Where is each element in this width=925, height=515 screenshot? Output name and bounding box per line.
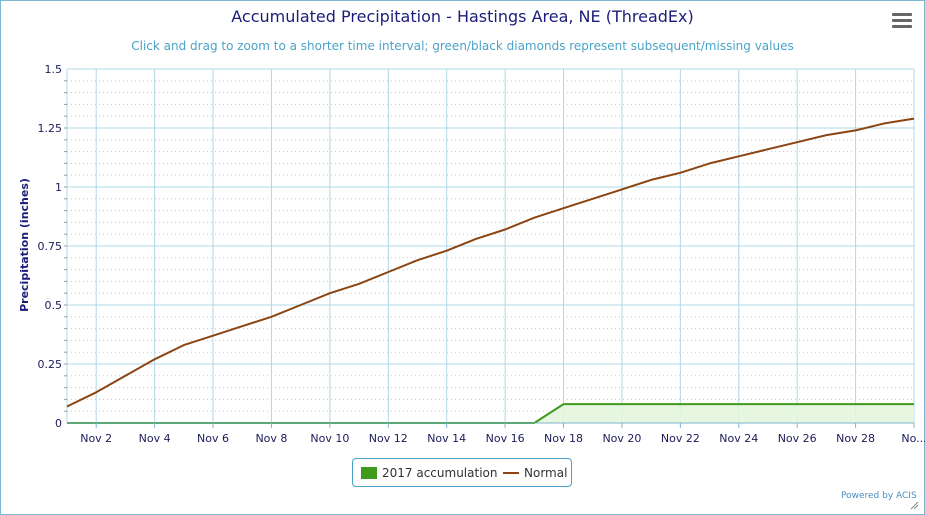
y-tick-label: 1.5 (45, 63, 63, 76)
series-area-2017-accumulation (67, 404, 914, 423)
legend-item-2017-accumulation[interactable]: 2017 accumulation (361, 465, 497, 481)
y-tick-label: 1.25 (38, 122, 63, 135)
x-tick-label: Nov 26 (778, 432, 817, 445)
x-tick-label: Nov 8 (255, 432, 287, 445)
y-tick-label: 0.5 (45, 299, 63, 312)
legend-label-2017: 2017 accumulation (382, 466, 498, 480)
legend: 2017 accumulation Normal (352, 458, 572, 487)
chart-subtitle: Click and drag to zoom to a shorter time… (131, 39, 794, 53)
y-tick-label: 1 (55, 181, 62, 194)
series-layer (66, 117, 915, 424)
x-tick-label: Nov 10 (310, 432, 349, 445)
x-tick-label: Nov 20 (602, 432, 641, 445)
y-tick-label: 0.75 (38, 240, 63, 253)
x-tick-label: Nov 2 (80, 432, 112, 445)
hamburger-menu-icon[interactable] (892, 13, 912, 31)
credits-link[interactable]: Powered by ACIS (841, 491, 917, 501)
y-axis-title: Precipitation (inches) (18, 178, 31, 312)
x-tick-label: Nov 28 (836, 432, 875, 445)
series-line-normal (66, 117, 915, 408)
grid-layer (66, 68, 915, 424)
x-tick-label: Nov 16 (486, 432, 525, 445)
y-tick-label: 0.25 (38, 358, 63, 371)
axis-layer: 0 0.25 0.5 0.75 1 1.25 1.5 Nov 2 Nov 4 Nov 6 Nov 8… (38, 63, 925, 445)
x-tick-label: Nov 14 (427, 432, 466, 445)
legend-item-normal[interactable]: Normal (503, 465, 567, 481)
x-tick-label: Nov 18 (544, 432, 583, 445)
x-tick-label: Nov 12 (369, 432, 408, 445)
x-tick-label: No... (901, 432, 925, 445)
legend-label-normal: Normal (524, 466, 568, 480)
x-tick-label: Nov 4 (139, 432, 171, 445)
x-tick-label: Nov 24 (719, 432, 758, 445)
x-tick-label: Nov 22 (661, 432, 700, 445)
legend-swatch-normal (503, 472, 519, 474)
resize-grip-icon[interactable] (909, 500, 919, 510)
chart-title: Accumulated Precipitation - Hastings Are… (231, 7, 694, 26)
legend-swatch-2017 (361, 467, 377, 479)
y-tick-label: 0 (55, 417, 62, 430)
x-tick-label: Nov 6 (197, 432, 229, 445)
